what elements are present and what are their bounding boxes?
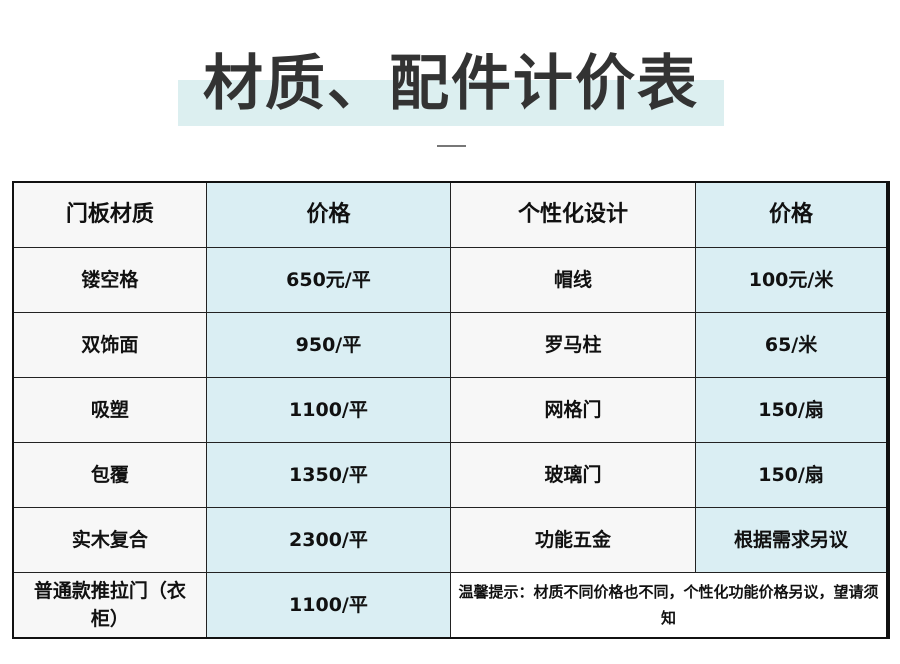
page-title: 材质、配件计价表 [203, 49, 699, 119]
header-price: 价格 [205, 181, 452, 248]
design-cell: 玻璃门 [450, 442, 697, 508]
price-cell: 根据需求另议 [695, 507, 889, 573]
material-cell: 吸塑 [12, 377, 207, 443]
price-cell: 2300/平 [205, 507, 452, 573]
price-cell: 100元/米 [695, 247, 889, 313]
table-row: 双饰面 950/平 罗马柱 65/米 [12, 312, 889, 378]
material-cell: 镂空格 [12, 247, 207, 313]
header-price: 价格 [695, 181, 889, 248]
price-cell: 650元/平 [205, 247, 452, 313]
material-cell: 包覆 [12, 442, 207, 508]
price-cell: 65/米 [695, 312, 889, 378]
price-cell: 1100/平 [205, 377, 452, 443]
divider [437, 145, 466, 147]
design-cell: 网格门 [450, 377, 697, 443]
title-block: 材质、配件计价表 [178, 40, 724, 128]
table-row: 镂空格 650元/平 帽线 100元/米 [12, 247, 889, 313]
price-cell: 150/扇 [695, 442, 889, 508]
table-header-row: 门板材质 价格 个性化设计 价格 [12, 181, 889, 248]
table-row: 实木复合 2300/平 功能五金 根据需求另议 [12, 507, 889, 573]
design-cell: 功能五金 [450, 507, 697, 573]
price-cell: 150/扇 [695, 377, 889, 443]
material-cell: 普通款推拉门（衣柜） [12, 572, 207, 639]
price-table: 门板材质 价格 个性化设计 价格 镂空格 650元/平 帽线 100元/米 双饰… [12, 181, 890, 639]
design-cell: 罗马柱 [450, 312, 697, 378]
material-cell: 实木复合 [12, 507, 207, 573]
header-material: 门板材质 [12, 181, 207, 248]
table-row: 吸塑 1100/平 网格门 150/扇 [12, 377, 889, 443]
price-cell: 950/平 [205, 312, 452, 378]
material-cell: 双饰面 [12, 312, 207, 378]
price-cell: 1350/平 [205, 442, 452, 508]
design-cell: 帽线 [450, 247, 697, 313]
header-custom-design: 个性化设计 [450, 181, 697, 248]
price-cell: 1100/平 [205, 572, 452, 639]
title-highlight [178, 80, 724, 126]
table-row: 包覆 1350/平 玻璃门 150/扇 [12, 442, 889, 508]
table-row: 普通款推拉门（衣柜） 1100/平 温馨提示：材质不同价格也不同，个性化功能价格… [12, 572, 889, 639]
note-cell: 温馨提示：材质不同价格也不同，个性化功能价格另议，望请须知 [450, 572, 889, 639]
